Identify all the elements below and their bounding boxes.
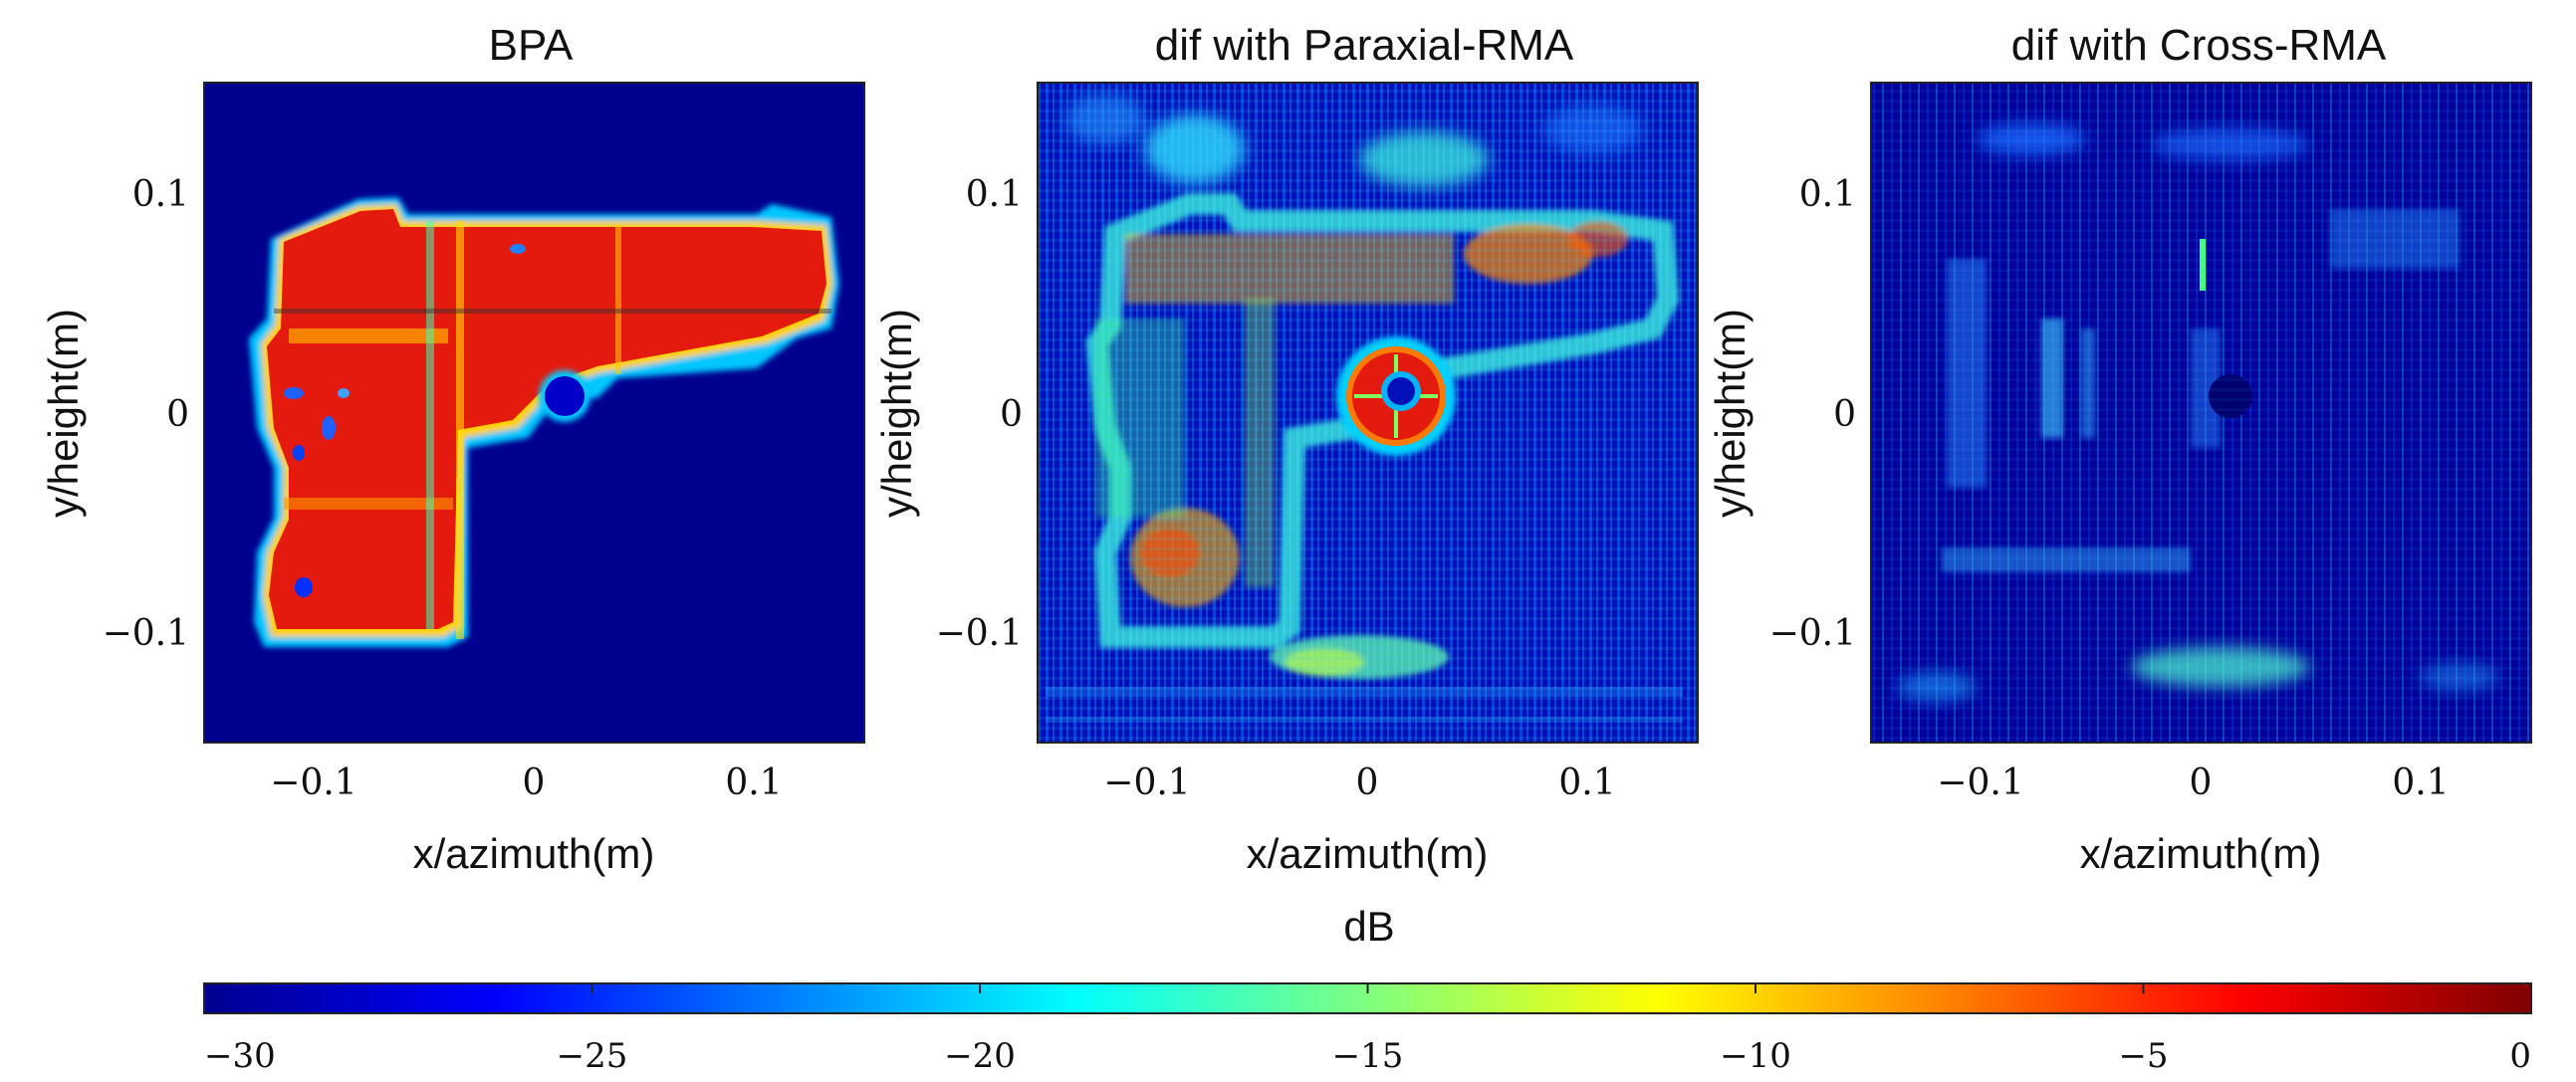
y-tick-label: 0 <box>166 394 189 435</box>
heatmap-image <box>1871 83 2531 743</box>
colorbar-tick-label: 0 <box>2509 1036 2531 1076</box>
x-axis-label: x/azimuth(m) <box>1247 830 1489 877</box>
x-tick-label: −0.1 <box>1103 762 1190 803</box>
y-tick-label: −0.1 <box>103 613 189 654</box>
x-tick-label: −0.1 <box>270 762 356 803</box>
colorbar-tick-label: −30 <box>204 1036 276 1076</box>
x-axis: −0.1 0 0.1 x/azimuth(m) <box>1103 762 1615 877</box>
x-axis-label: x/azimuth(m) <box>2080 830 2322 877</box>
plot-frame <box>203 82 865 744</box>
y-axis: 0.1 0 −0.1 y/height(m) <box>40 174 189 654</box>
x-axis: −0.1 0 0.1 x/azimuth(m) <box>1937 762 2449 877</box>
y-axis-label: y/height(m) <box>1707 309 1754 518</box>
x-tick-label: 0.1 <box>2392 762 2449 803</box>
x-axis: −0.1 0 0.1 x/azimuth(m) <box>270 762 782 877</box>
panel-bpa: BPA <box>40 21 865 877</box>
colorbar-tick-label: −5 <box>2118 1036 2168 1076</box>
panel-paraxial-rma: dif with Paraxial-RMA <box>873 21 1699 877</box>
x-tick-label: 0 <box>523 762 546 803</box>
y-axis: 0.1 0 −0.1 y/height(m) <box>873 174 1023 654</box>
colorbar-tick-label: −25 <box>557 1036 628 1076</box>
panel-cross-rma: dif with Cross-RMA <box>1707 21 2532 877</box>
x-tick-label: 0.1 <box>725 762 782 803</box>
colorbar-tick-label: −20 <box>944 1036 1016 1076</box>
y-tick-label: 0.1 <box>966 174 1023 215</box>
y-axis-label: y/height(m) <box>40 309 87 518</box>
x-tick-label: 0 <box>1356 762 1379 803</box>
y-tick-label: 0 <box>1000 394 1023 435</box>
panel-title: dif with Paraxial-RMA <box>1155 21 1574 70</box>
colorbar-tick-label: −15 <box>1332 1036 1404 1076</box>
y-tick-label: −0.1 <box>936 613 1023 654</box>
y-axis: 0.1 0 −0.1 y/height(m) <box>1707 174 1856 654</box>
x-tick-label: 0 <box>2190 762 2213 803</box>
y-tick-label: 0.1 <box>1799 174 1856 215</box>
y-tick-label: 0 <box>1833 394 1856 435</box>
plot-frame <box>1037 82 1699 744</box>
y-axis-label: y/height(m) <box>873 309 920 518</box>
panel-title: dif with Cross-RMA <box>2011 21 2387 70</box>
x-tick-label: 0.1 <box>1558 762 1615 803</box>
y-tick-label: 0.1 <box>132 174 189 215</box>
colorbar-ticks: −30 −25 −20 −15 −10 −5 0 <box>203 983 2532 1076</box>
colorbar-label: dB <box>1343 903 1394 950</box>
panel-title: BPA <box>489 21 574 70</box>
y-tick-label: −0.1 <box>1769 613 1856 654</box>
colorbar-tick-label: −10 <box>1720 1036 1791 1076</box>
plot-frame <box>1870 82 2532 744</box>
heatmap-image <box>204 83 864 743</box>
heatmap-image <box>1038 83 1698 743</box>
x-axis-label: x/azimuth(m) <box>413 830 655 877</box>
x-tick-label: −0.1 <box>1937 762 2023 803</box>
colorbar: dB −30 −25 −20 −15 −10 −5 0 <box>203 903 2532 1076</box>
